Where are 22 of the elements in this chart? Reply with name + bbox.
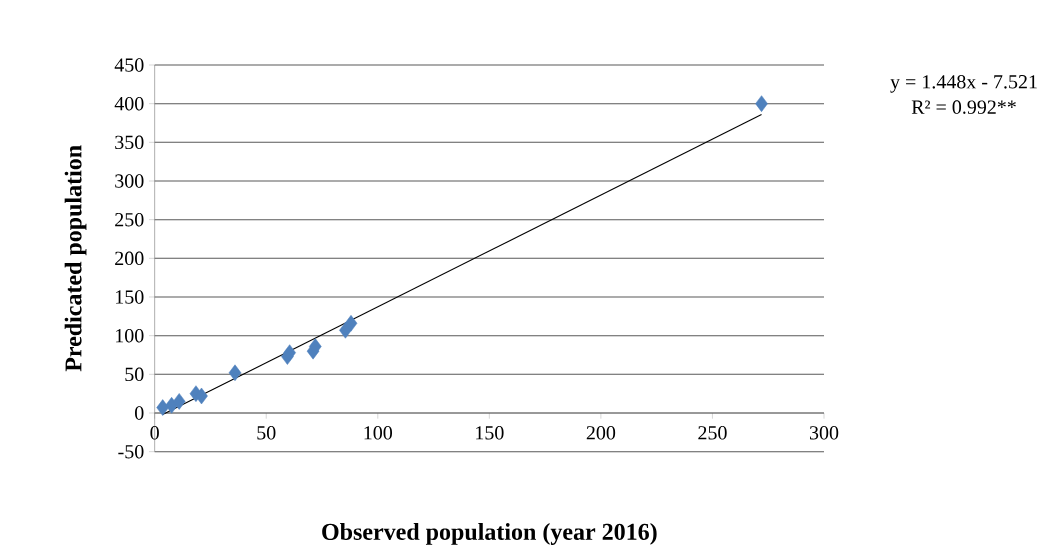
y-tick-label: 400	[114, 96, 144, 111]
y-tick-label: 150	[116, 290, 144, 304]
y-tick-label: 50	[125, 367, 144, 382]
y-tick-label: 0	[135, 406, 144, 420]
x-axis-title: Observed population (year 2016)	[322, 523, 657, 545]
y-tick-label: 250	[115, 212, 144, 227]
y-tick-label: 200	[115, 251, 144, 266]
text: y = 1.448x - 7.521	[890, 75, 1037, 93]
x-tick-label: 0	[150, 426, 159, 440]
text: R² = 0.992**	[911, 100, 1016, 114]
y-tick-label: 350	[115, 135, 144, 150]
x-tick-label: 300	[809, 426, 839, 440]
x-tick-label: 150	[476, 426, 504, 440]
x-tick-label: 250	[698, 426, 727, 440]
x-tick-label: 200	[586, 426, 616, 440]
y-tick-label: 450	[114, 58, 144, 72]
x-tick-label: 50	[257, 426, 276, 440]
y-axis-title: Predicated population	[64, 145, 87, 372]
x-tick-label: 100	[364, 426, 393, 440]
y-tick-label: 300	[115, 174, 144, 188]
y-tick-label: -50	[118, 444, 144, 459]
y-tick-label: 100	[116, 328, 144, 343]
